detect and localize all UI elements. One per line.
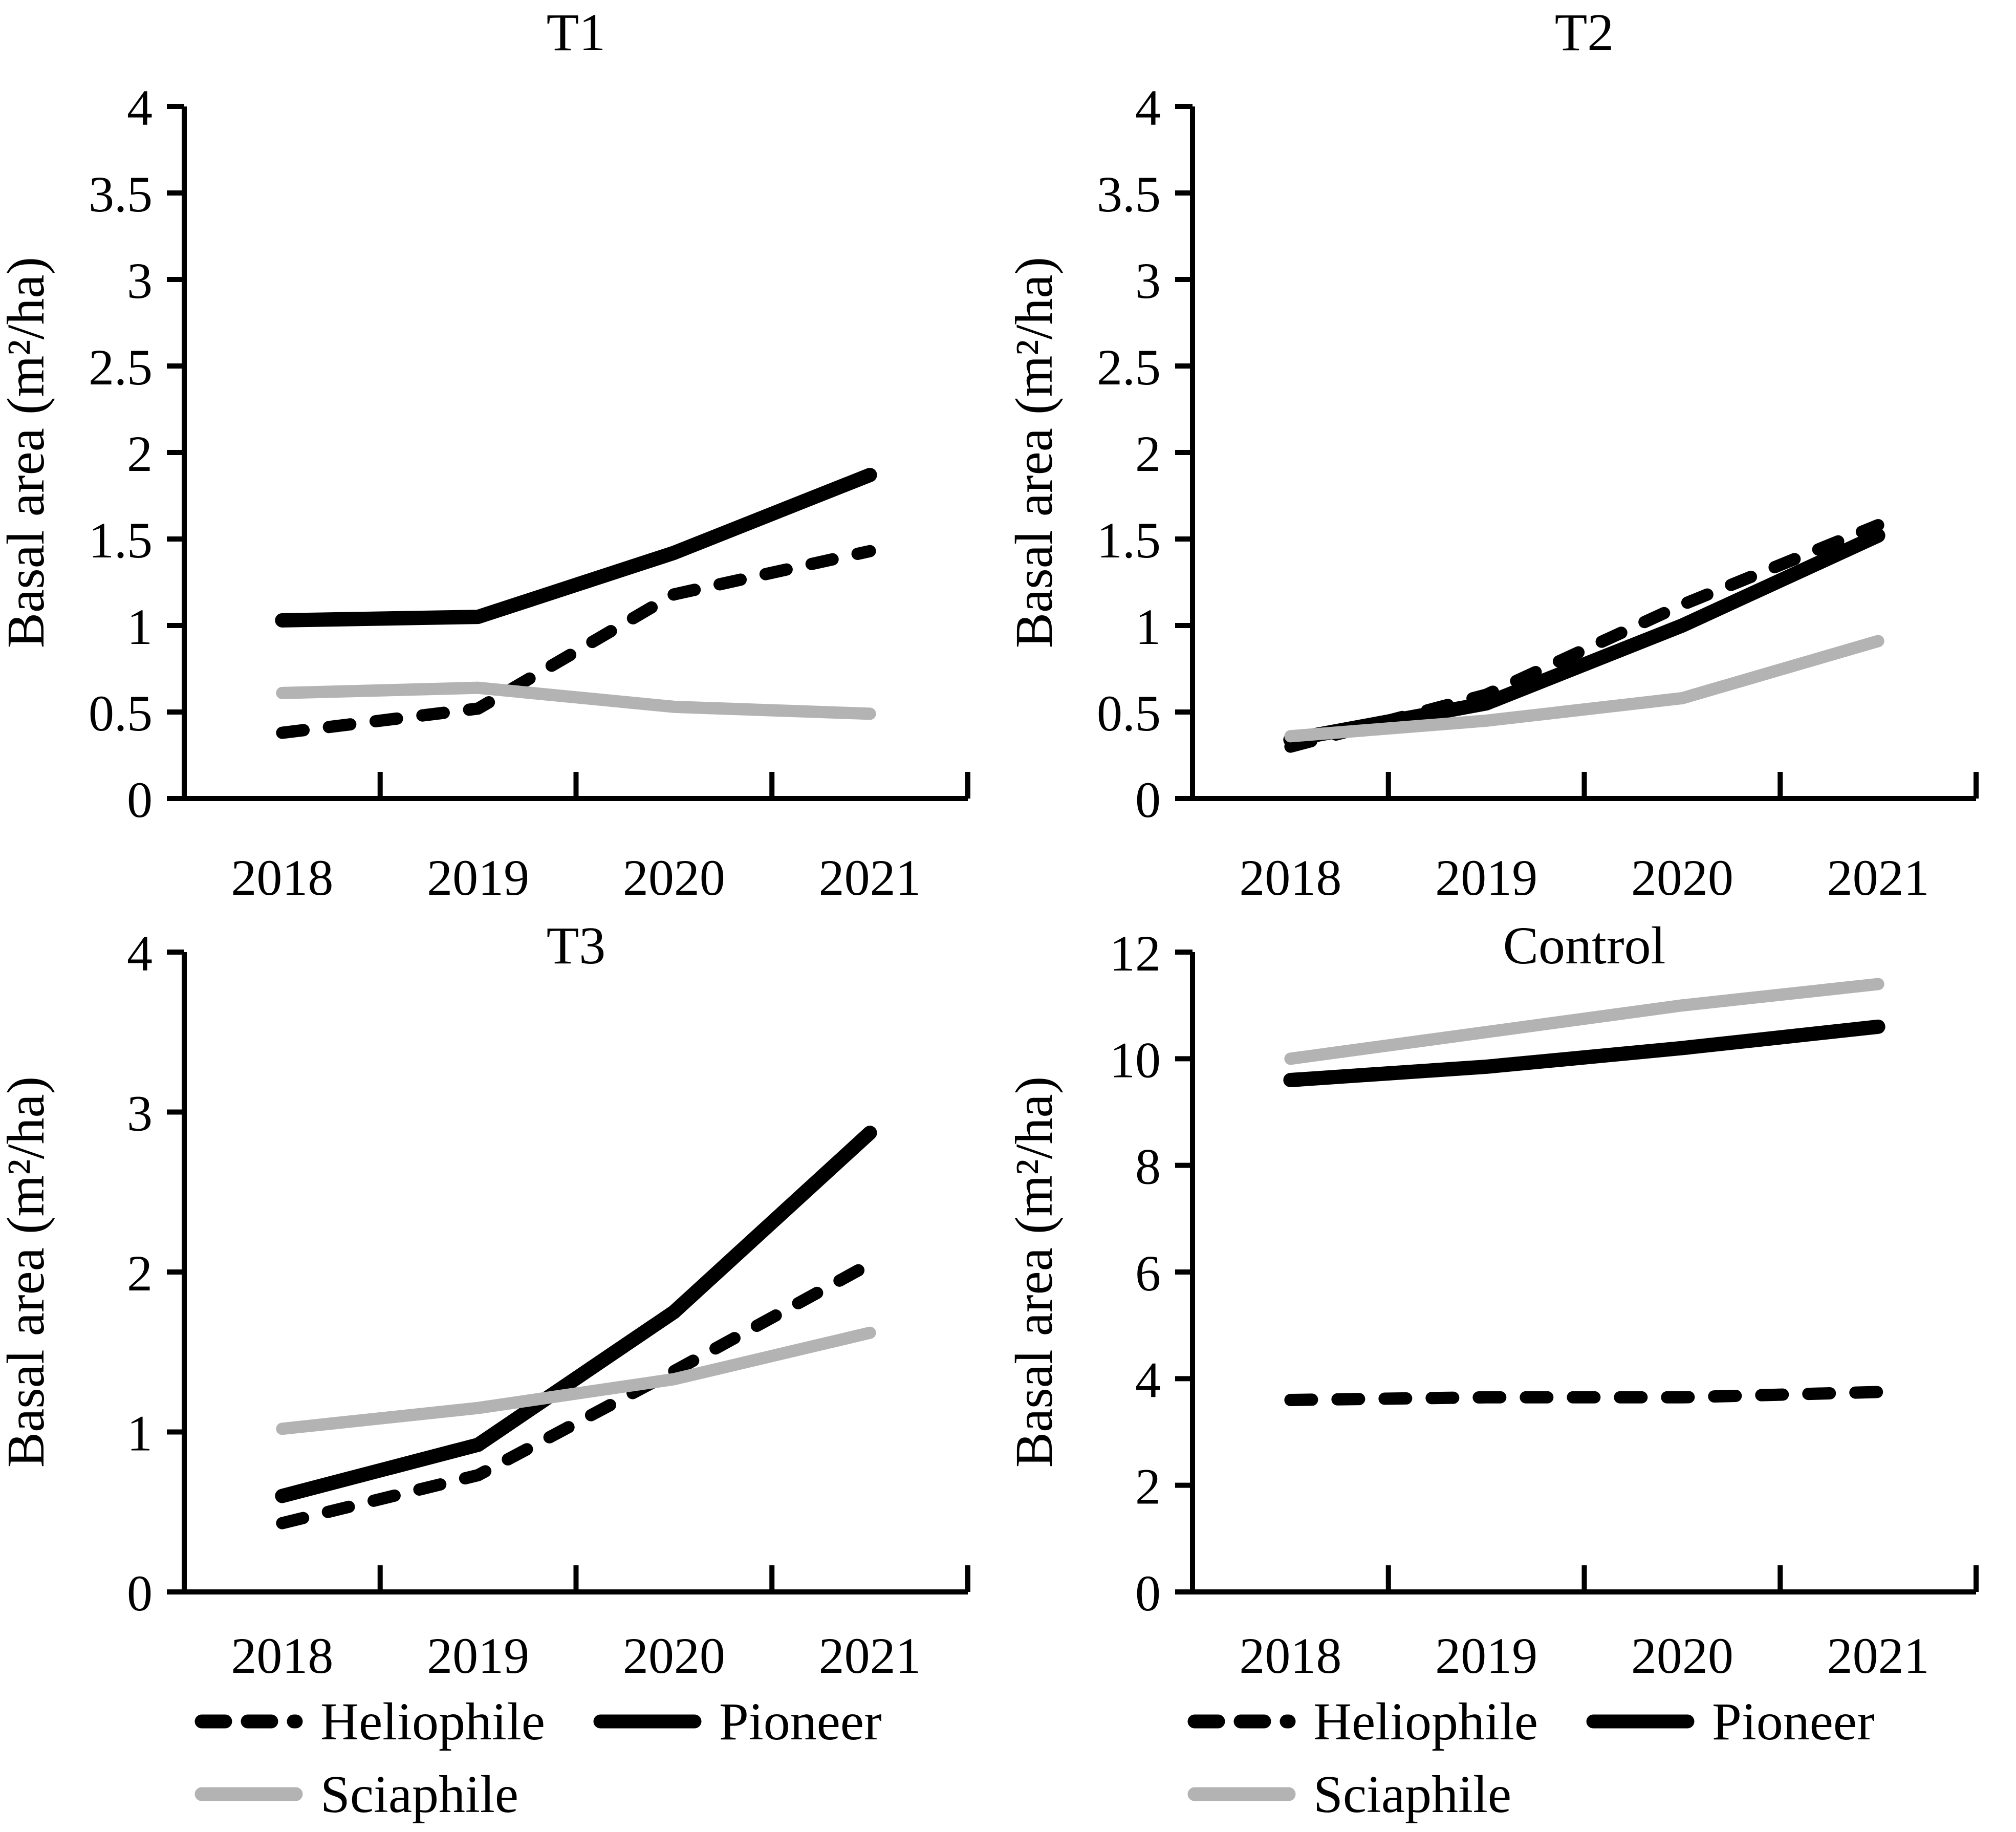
legend-label-pioneer: Pioneer [1712, 1692, 1875, 1751]
series-line-pioneer [1283, 1019, 1885, 1087]
y-tick-label: 3 [1135, 252, 1161, 309]
legend-row: Sciaphile [1186, 1758, 1985, 1830]
panel-title: Control [1503, 916, 1666, 975]
legend-right: Heliophile Pioneer Sciaphile [1186, 1685, 1985, 1830]
y-tick-label: 1.5 [89, 512, 153, 569]
legend-row: Sciaphile [193, 1758, 992, 1830]
legend-solid-line-icon [1585, 1713, 1695, 1730]
series-line-sciaphile [276, 1326, 876, 1435]
x-tick-label: 2019 [427, 849, 529, 906]
y-tick-label: 0.5 [89, 685, 153, 742]
series-line-sciaphile [1284, 978, 1884, 1065]
y-tick-label: 2.5 [1097, 339, 1161, 396]
y-tick-label: 2 [1135, 425, 1161, 482]
chart-panel-control: 0 2 4 6 8 10 12 2018 2019 2020 2021 Control Basal ar… [1008, 916, 2016, 1684]
chart-panel-t2: 0 0.5 1 1.5 2 2.5 3 3.5 4 2018 2019 2020 2021 T2 Basal… [1008, 0, 2016, 916]
legend-label-heliophile: Heliophile [1313, 1692, 1538, 1751]
legend-label-sciaphile: Sciaphile [1313, 1764, 1512, 1824]
y-tick-label: 0 [1135, 771, 1161, 828]
legend-label-heliophile: Heliophile [320, 1692, 546, 1751]
x-tick-label: 2020 [1631, 1627, 1733, 1684]
panel-title: T1 [547, 3, 606, 62]
y-tick-label: 12 [1110, 925, 1161, 982]
series-line-heliophile [276, 545, 876, 739]
series-line-sciaphile [1284, 635, 1884, 743]
series-line-pioneer [275, 1126, 877, 1503]
y-tick-label: 0 [1135, 1565, 1161, 1622]
x-tick-label: 2020 [623, 849, 725, 906]
legend-gray-line-icon [193, 1785, 303, 1803]
x-tick-label: 2018 [1239, 849, 1341, 906]
y-tick-label: 0.5 [1097, 685, 1161, 742]
x-tick-label: 2018 [1239, 1627, 1341, 1684]
series-line-heliophile [276, 1258, 876, 1529]
x-tick-label: 2020 [623, 1627, 725, 1684]
y-tick-label: 4 [127, 925, 153, 982]
y-axis-label: Basal area (m²/ha) [1008, 257, 1064, 649]
y-tick-label: 3.5 [89, 166, 153, 223]
legend-label-pioneer: Pioneer [719, 1692, 882, 1751]
x-tick-label: 2021 [1827, 849, 1930, 906]
x-tick-label: 2021 [819, 1627, 921, 1684]
legend-left: Heliophile Pioneer Sciaphile [193, 1685, 992, 1830]
x-tick-label: 2019 [1435, 1627, 1537, 1684]
y-tick-label: 1 [127, 598, 153, 655]
y-tick-label: 10 [1110, 1031, 1161, 1088]
series-line-pioneer [1283, 528, 1885, 747]
x-tick-label: 2019 [1435, 849, 1537, 906]
y-tick-label: 1.5 [1097, 512, 1161, 569]
y-tick-label: 4 [1135, 79, 1161, 136]
x-tick-label: 2021 [1827, 1627, 1930, 1684]
legend-dashed-line-icon [1186, 1713, 1296, 1730]
y-tick-label: 6 [1135, 1245, 1161, 1302]
chart-svg-t2: 0 0.5 1 1.5 2 2.5 3 3.5 4 2018 2019 2020 2021 T2 Basal… [1008, 3, 1979, 906]
legend-gray-line-icon [1186, 1785, 1296, 1803]
series-line-pioneer [275, 467, 877, 628]
x-tick-label: 2018 [231, 1627, 333, 1684]
y-tick-label: 2 [127, 1245, 153, 1302]
y-axis-label: Basal area (m²/ha) [0, 257, 55, 649]
chart-svg-control: 0 2 4 6 8 10 12 2018 2019 2020 2021 Control Basal ar… [1008, 916, 1979, 1684]
y-tick-label: 3 [127, 252, 153, 309]
x-tick-label: 2018 [231, 849, 333, 906]
x-tick-label: 2019 [427, 1627, 529, 1684]
chart-svg-t1: 0 0.5 1 1.5 2 2.5 3 3.5 4 2018 2019 2020 2021 T1 Basal… [0, 3, 970, 906]
series-line-sciaphile [276, 681, 876, 720]
y-tick-label: 4 [127, 79, 153, 136]
y-tick-label: 3 [127, 1085, 153, 1142]
chart-panel-t1: 0 0.5 1 1.5 2 2.5 3 3.5 4 2018 2019 2020 2021 T1 Basal… [0, 0, 1008, 916]
y-tick-label: 0 [127, 771, 153, 828]
y-tick-label: 3.5 [1097, 166, 1161, 223]
y-tick-label: 8 [1135, 1138, 1161, 1195]
y-tick-label: 1 [1135, 598, 1161, 655]
y-tick-label: 4 [1135, 1351, 1161, 1408]
legend-dashed-line-icon [193, 1713, 303, 1730]
legend-row: Heliophile Pioneer [1186, 1685, 1985, 1758]
panel-title: T3 [547, 916, 606, 975]
legend-row: Heliophile Pioneer [193, 1685, 992, 1758]
y-tick-label: 2.5 [89, 339, 153, 396]
x-tick-label: 2020 [1631, 849, 1733, 906]
panel-title: T2 [1555, 3, 1614, 62]
legend-label-sciaphile: Sciaphile [320, 1764, 519, 1824]
series-line-heliophile [1284, 1386, 1884, 1406]
y-tick-label: 0 [127, 1565, 153, 1622]
chart-svg-t3: 0 1 2 3 4 2018 2019 2020 2021 T3 Basal area (m²/ha… [0, 916, 970, 1684]
y-axis-label: Basal area (m²/ha) [1008, 1076, 1064, 1468]
x-tick-label: 2021 [819, 849, 921, 906]
chart-panel-t3: 0 1 2 3 4 2018 2019 2020 2021 T3 Basal area (m²/ha… [0, 916, 1008, 1684]
y-tick-label: 2 [127, 425, 153, 482]
y-tick-label: 2 [1135, 1458, 1161, 1515]
y-axis-label: Basal area (m²/ha) [0, 1076, 55, 1468]
y-tick-label: 1 [127, 1405, 153, 1462]
legend-solid-line-icon [592, 1713, 702, 1730]
